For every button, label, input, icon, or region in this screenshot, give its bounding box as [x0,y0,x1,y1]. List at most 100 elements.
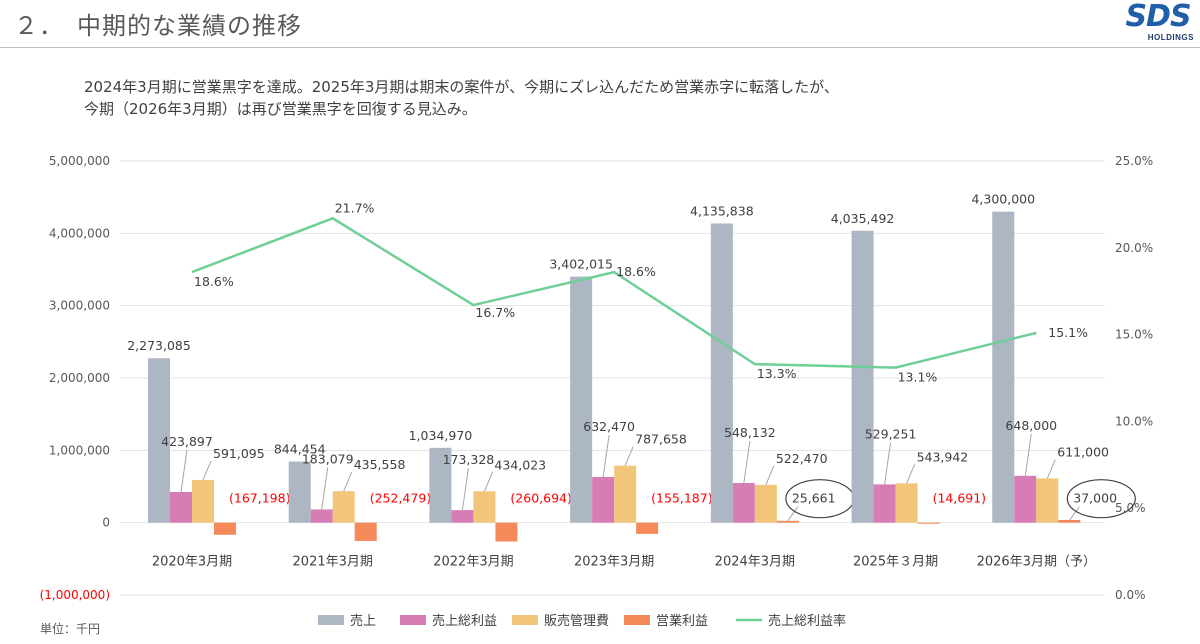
data-label-gross-profit: 632,470 [583,419,635,434]
page-title: ２． 中期的な業績の推移 [14,12,302,40]
x-category-label: 2023年3月期 [574,555,654,570]
data-label-gross-profit: 423,897 [161,434,213,449]
leader-line [906,464,916,484]
data-label-revenue: 4,135,838 [690,204,754,219]
y-left-tick-label: 5,000,000 [49,154,110,168]
leader-line [1068,506,1080,521]
x-category-label: 2022年3月期 [433,555,513,570]
data-label-gross-margin: 13.3% [757,366,797,381]
data-label-sga: 522,470 [776,451,828,466]
data-label-revenue: 3,402,015 [549,257,613,272]
data-label-gross-profit: 183,079 [302,451,354,466]
y-right-tick-label: 25.0% [1115,154,1153,168]
leader-line [461,468,469,511]
bar-operating-profit [354,522,377,541]
data-label-sga: 543,942 [917,449,969,464]
bar-gross-profit [451,510,474,523]
leader-line [787,506,799,521]
bar-sga [754,484,777,523]
leader-line [1046,459,1056,479]
y-left-tick-label: 3,000,000 [49,299,110,313]
bar-operating-profit [776,520,799,523]
leader-line [602,434,610,477]
x-category-label: 2026年3月期（予） [977,555,1096,570]
bar-revenue [148,358,170,523]
bar-operating-profit [636,522,659,534]
bar-sga [473,491,496,523]
leader-line [884,442,892,485]
leader-line [743,440,751,484]
y-right-tick-label: 10.0% [1115,414,1153,428]
leader-line [343,471,353,492]
data-label-sga: 787,658 [635,432,687,447]
data-label-sga: 611,000 [1057,444,1109,459]
leader-line [483,472,493,492]
bar-sga [895,483,918,523]
bar-revenue [710,223,733,523]
unit-note: 単位：千円 [40,622,101,636]
x-category-label: 2024年3月期 [715,555,795,570]
bar-operating-profit [495,522,518,542]
leader-line [321,467,329,510]
bar-gross-profit [732,483,755,523]
y-right-tick-label: 20.0% [1115,241,1153,255]
bar-operating-profit [917,522,940,524]
data-label-sga: 434,023 [494,457,546,472]
data-label-operating-profit: 25,661 [792,491,836,506]
legend-label: 営業利益 [656,613,708,629]
data-label-operating-profit: (167,198) [229,491,290,506]
legend-label: 売上総利益 [432,613,497,629]
legend-label: 販売管理費 [544,613,609,629]
x-category-label: 2021年3月期 [293,555,373,570]
bar-gross-profit [310,509,333,523]
data-label-operating-profit: (260,694) [510,491,571,506]
data-label-gross-profit: 173,328 [443,452,495,467]
data-label-revenue: 4,035,492 [831,211,895,226]
legend-label: 売上 [350,613,376,629]
data-label-gross-margin: 13.1% [898,370,938,385]
highlight-circle [1066,479,1136,519]
legend-swatch [512,615,538,625]
leader-line [1024,433,1032,476]
bar-revenue [992,211,1015,523]
bar-revenue [570,276,593,523]
company-logo: SDS HOLDINGS [1118,2,1198,46]
data-label-revenue: 2,273,085 [127,338,191,353]
line-gross-margin [191,216,1037,369]
x-category-label: 2025年３月期 [853,555,938,570]
data-label-gross-margin: 18.6% [194,274,234,289]
bar-gross-profit [873,484,896,523]
data-label-operating-profit: (252,479) [370,491,431,506]
data-label-revenue: 4,300,000 [971,192,1035,207]
y-left-tick-label: 1,000,000 [49,443,110,457]
bar-gross-profit [592,476,615,523]
data-label-revenue: 844,454 [274,442,326,457]
bar-revenue [288,461,311,523]
legend-swatch [624,615,650,625]
data-label-gross-margin: 16.7% [475,305,515,320]
leader-line [765,465,775,486]
data-label-gross-margin: 18.6% [616,264,656,279]
legend-swatch [400,615,426,625]
data-label-gross-profit: 529,251 [865,426,917,441]
y-left-tick-label: (1,000,000) [40,588,110,602]
data-label-operating-profit: (155,187) [651,491,712,506]
bar-operating-profit [214,522,236,535]
leader-line [180,449,188,493]
y-right-tick-label: 0.0% [1115,588,1146,602]
y-left-tick-label: 4,000,000 [49,226,110,240]
bar-sga [1036,478,1059,523]
data-label-sga: 435,558 [354,457,406,472]
bar-sga [332,491,355,523]
data-label-operating-profit: 37,000 [1073,491,1117,506]
data-label-operating-profit: (14,691) [933,491,987,506]
y-left-tick-label: 2,000,000 [49,371,110,385]
bar-gross-profit [1014,475,1037,523]
title-divider [0,47,1200,48]
y-left-tick-label: 0 [102,516,110,530]
logo-text: SDS [1125,0,1191,34]
legend-label: 売上総利益率 [768,613,846,629]
bar-gross-profit [170,492,192,523]
data-label-gross-margin: 15.1% [1048,325,1088,340]
